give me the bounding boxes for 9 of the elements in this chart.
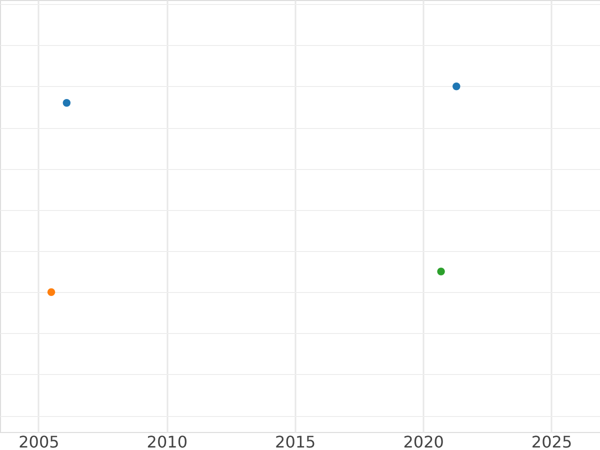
x-tick-label: 2015 [275, 432, 316, 450]
x-tick-label: 2020 [403, 432, 444, 450]
x-tick-label: 2025 [531, 432, 572, 450]
point [62, 98, 71, 107]
point [452, 82, 460, 90]
x-tick-label: 2010 [146, 432, 188, 450]
point [437, 268, 445, 276]
point [47, 288, 56, 296]
x-tick-label: 2005 [18, 432, 60, 450]
